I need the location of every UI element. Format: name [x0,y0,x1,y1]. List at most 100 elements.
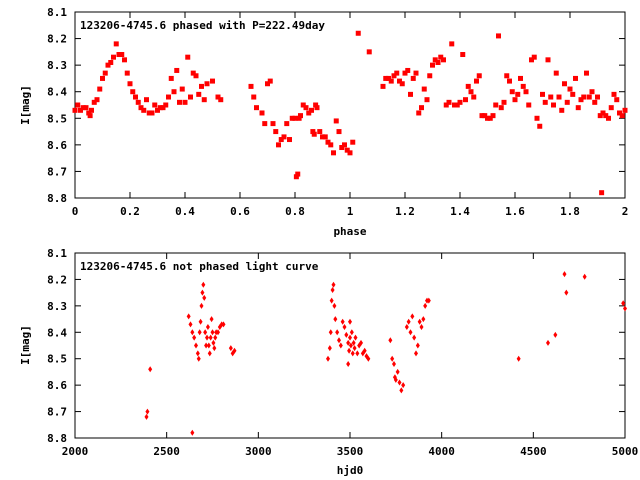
data-point [546,339,550,346]
data-point [362,347,367,354]
x-tick-label: 4500 [520,445,547,458]
data-point [179,86,185,92]
y-tick-label: 8.8 [47,432,67,445]
data-point [309,107,314,113]
data-point [504,73,510,79]
data-point [619,113,625,119]
data-point [83,105,89,111]
x-tick-label: 0.6 [230,205,250,218]
data-point [124,70,130,76]
data-point [188,94,193,100]
x-tick-label: 1.6 [505,205,525,218]
data-point [344,147,350,153]
data-point [102,70,108,76]
x-tick-label: 1 [347,205,354,218]
data-point [419,324,424,330]
data-point [592,99,598,105]
data-point [457,99,463,105]
data-point [105,62,111,68]
data-point [133,94,138,100]
y-tick-label: 8.5 [47,112,67,125]
data-point [599,190,605,196]
data-point [366,49,372,55]
data-point [335,329,340,336]
data-point [349,329,354,336]
data-points [144,271,627,436]
data-point [200,289,205,296]
data-point [589,89,595,95]
y-tick-label: 8.8 [47,192,67,205]
y-tick-label: 8.4 [47,326,67,339]
y-tick-label: 8.6 [47,139,67,152]
data-point [228,345,233,352]
data-point [611,91,617,97]
data-point [584,70,589,76]
data-point [430,62,435,68]
data-point [270,121,276,127]
y-tick-label: 8.1 [47,6,67,19]
data-point [490,113,496,119]
data-point [410,313,415,320]
data-point [287,137,292,143]
data-point [388,337,393,344]
data-point [190,70,196,76]
data-point [196,355,201,362]
data-point [621,300,626,307]
data-point [516,355,521,362]
plot-frame [74,11,626,199]
data-point [509,89,515,95]
data-point [202,294,207,301]
data-point [406,318,411,325]
data-point [333,118,339,124]
data-point [122,57,127,63]
y-tick-label: 8.2 [47,273,67,286]
data-point [327,345,332,352]
data-point [211,339,216,346]
chart-title: 123206-4745.6 phased with P=222.49day [80,19,325,32]
x-tick-label: 1.2 [395,205,415,218]
data-point [570,91,576,97]
data-point [332,302,337,309]
data-point [564,289,569,296]
data-point [526,102,532,108]
data-point [72,107,78,113]
data-point [512,97,518,103]
data-point [412,334,417,341]
data-point [419,105,424,111]
data-point [386,75,391,81]
data-point [540,91,545,97]
data-point [194,342,198,349]
data-point [421,86,427,92]
data-point [600,110,606,116]
data-point [254,105,259,111]
data-point [80,105,86,111]
y-axis-label: I[mag] [19,325,32,365]
data-point [337,337,341,344]
data-point [424,97,430,103]
data-point [468,89,474,95]
data-point [603,113,609,119]
data-point [608,105,614,111]
data-point [177,99,182,105]
data-point [432,57,438,63]
data-point [210,329,215,336]
data-point [192,334,197,341]
data-point [392,361,396,367]
data-point [196,91,202,97]
data-point [623,305,627,312]
data-point [485,115,490,121]
data-point [388,78,394,84]
data-point [168,75,174,81]
data-point [201,97,207,103]
data-point [328,142,334,148]
y-tick-label: 8.6 [47,379,67,392]
data-point [350,350,355,357]
data-point [295,171,301,177]
y-tick-label: 8.7 [47,165,67,178]
data-point [204,342,209,349]
x-tick-label: 0.2 [120,205,140,218]
data-point [141,107,147,113]
data-point [454,102,460,108]
data-point [463,97,468,103]
